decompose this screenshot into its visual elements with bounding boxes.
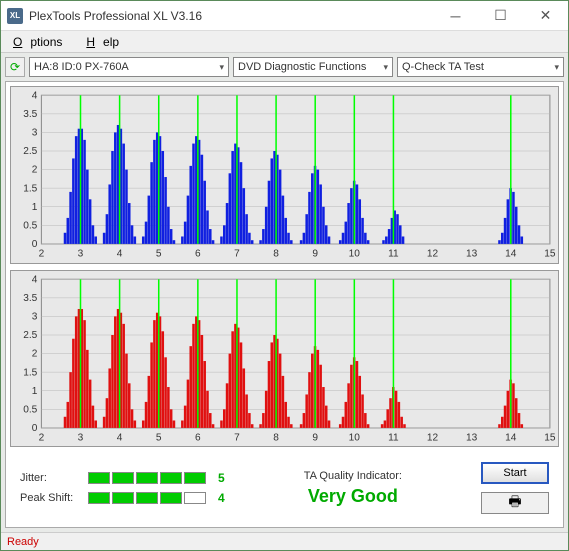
drive-select[interactable]: HA:8 ID:0 PX-760A ▾	[29, 57, 229, 77]
peak-shift-blocks	[88, 492, 206, 504]
jitter-row: Jitter: 5	[20, 471, 225, 485]
quality-indicator: TA Quality Indicator: Very Good	[245, 470, 461, 507]
svg-text:11: 11	[388, 432, 399, 443]
svg-text:2: 2	[39, 248, 45, 259]
status-text: Ready	[7, 536, 39, 548]
svg-text:10: 10	[349, 248, 361, 259]
svg-text:8: 8	[273, 248, 279, 259]
quality-metrics: Jitter: 5 Peak Shift: 4	[20, 471, 225, 505]
statusbar: Ready	[1, 532, 568, 550]
svg-text:0.5: 0.5	[23, 404, 37, 415]
svg-text:4: 4	[32, 274, 38, 285]
close-button[interactable]: ✕	[523, 1, 568, 30]
top-chart: 0 0.5 1 1.5 2 2.5 3 3.5 4 2 3 4 5 6 7 8 9 10 11 12 13 14 15	[10, 86, 559, 264]
chevron-down-icon: ▾	[383, 62, 388, 73]
peak-shift-value: 4	[218, 491, 225, 505]
svg-text:14: 14	[505, 248, 517, 259]
action-buttons: Start 🖶	[481, 462, 549, 514]
svg-text:1.5: 1.5	[23, 367, 37, 378]
svg-text:4: 4	[117, 248, 123, 259]
svg-text:13: 13	[466, 432, 478, 443]
window-controls: ─ ☐ ✕	[433, 1, 568, 30]
content-area: ⟳ HA:8 ID:0 PX-760A ▾ DVD Diagnostic Fun…	[1, 53, 568, 532]
minimize-button[interactable]: ─	[433, 1, 478, 30]
maximize-button[interactable]: ☐	[478, 1, 523, 30]
app-icon: XL	[7, 8, 23, 24]
svg-text:3.5: 3.5	[23, 292, 37, 303]
svg-text:1: 1	[32, 202, 38, 213]
svg-text:12: 12	[427, 248, 439, 259]
print-button[interactable]: 🖶	[481, 492, 549, 514]
svg-text:2: 2	[39, 432, 45, 443]
svg-text:15: 15	[544, 432, 556, 443]
svg-text:12: 12	[427, 432, 439, 443]
svg-text:6: 6	[195, 248, 201, 259]
svg-text:5: 5	[156, 432, 162, 443]
svg-text:4: 4	[32, 90, 38, 101]
peak-shift-label: Peak Shift:	[20, 492, 80, 504]
window-title: PlexTools Professional XL V3.16	[29, 9, 433, 23]
toolbar: ⟳ HA:8 ID:0 PX-760A ▾ DVD Diagnostic Fun…	[5, 57, 564, 77]
menu-options[interactable]: Options	[5, 33, 78, 51]
quality-indicator-value: Very Good	[308, 486, 398, 507]
svg-text:3: 3	[32, 311, 38, 322]
refresh-button[interactable]: ⟳	[5, 57, 25, 77]
peak-shift-row: Peak Shift: 4	[20, 491, 225, 505]
svg-text:9: 9	[312, 432, 318, 443]
quality-panel: Jitter: 5 Peak Shift: 4 TA Quality Indic…	[10, 453, 559, 523]
svg-text:7: 7	[234, 248, 240, 259]
jitter-value: 5	[218, 471, 225, 485]
drive-select-value: HA:8 ID:0 PX-760A	[34, 61, 129, 73]
svg-text:5: 5	[156, 248, 162, 259]
svg-text:3.5: 3.5	[23, 109, 37, 120]
svg-text:2.5: 2.5	[23, 146, 37, 157]
svg-text:1: 1	[32, 385, 38, 396]
mode-select-value: DVD Diagnostic Functions	[238, 61, 366, 73]
quality-indicator-label: TA Quality Indicator:	[304, 470, 402, 482]
svg-text:10: 10	[349, 432, 361, 443]
svg-text:3: 3	[78, 432, 84, 443]
svg-text:2: 2	[32, 165, 38, 176]
svg-text:9: 9	[312, 248, 318, 259]
bottom-chart: 0 0.5 1 1.5 2 2.5 3 3.5 4 2 3 4 5 6 7 8 9 10 11 12 13 14 15	[10, 270, 559, 448]
app-window: XL PlexTools Professional XL V3.16 ─ ☐ ✕…	[0, 0, 569, 551]
chevron-down-icon: ▾	[219, 62, 224, 73]
svg-text:0.5: 0.5	[23, 220, 37, 231]
svg-text:3: 3	[32, 127, 38, 138]
menubar: Options Help	[1, 31, 568, 53]
svg-text:6: 6	[195, 432, 201, 443]
mode-select[interactable]: DVD Diagnostic Functions ▾	[233, 57, 393, 77]
start-button[interactable]: Start	[481, 462, 549, 484]
svg-text:3: 3	[78, 248, 84, 259]
printer-icon: 🖶	[508, 491, 521, 515]
chevron-down-icon: ▾	[554, 62, 559, 73]
svg-text:15: 15	[544, 248, 556, 259]
test-select[interactable]: Q-Check TA Test ▾	[397, 57, 564, 77]
menu-help[interactable]: Help	[78, 33, 135, 51]
svg-text:0: 0	[32, 239, 38, 250]
jitter-label: Jitter:	[20, 472, 80, 484]
svg-text:11: 11	[388, 248, 399, 259]
jitter-blocks	[88, 472, 206, 484]
svg-text:2: 2	[32, 348, 38, 359]
svg-text:14: 14	[505, 432, 517, 443]
titlebar[interactable]: XL PlexTools Professional XL V3.16 ─ ☐ ✕	[1, 1, 568, 31]
svg-text:1.5: 1.5	[23, 183, 37, 194]
svg-text:7: 7	[234, 432, 240, 443]
svg-text:8: 8	[273, 432, 279, 443]
svg-text:13: 13	[466, 248, 478, 259]
chart-area: 00.511.522.533.5423456789101112131415 00…	[5, 81, 564, 528]
svg-text:0: 0	[32, 422, 38, 433]
test-select-value: Q-Check TA Test	[402, 61, 484, 73]
svg-text:4: 4	[117, 432, 123, 443]
svg-text:2.5: 2.5	[23, 330, 37, 341]
